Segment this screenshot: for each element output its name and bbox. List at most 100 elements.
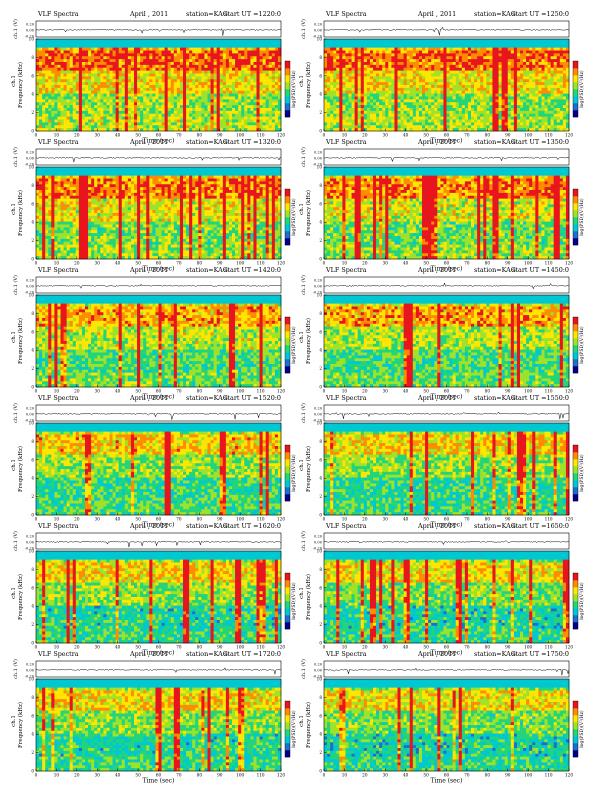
spectrogram-cell (116, 62, 119, 65)
spectrogram-cell (146, 39, 149, 42)
spectrogram-cell (327, 88, 330, 91)
spectrogram-cell (489, 120, 492, 123)
spectrogram-cell (538, 68, 541, 71)
spectrogram-cell (520, 56, 523, 59)
spectrogram-cell (505, 97, 508, 100)
spectrogram-cell (499, 68, 502, 71)
spectrogram-cell (45, 79, 48, 82)
spectrogram-cell (195, 45, 198, 48)
spectrogram-cell (241, 48, 244, 51)
spectrogram-cell (468, 76, 471, 79)
spectrogram-cell (263, 74, 266, 77)
spectrogram-cell (275, 111, 278, 114)
spectrogram-cell (480, 53, 483, 56)
spectrogram-cell (143, 59, 146, 62)
spectrogram-cell (450, 111, 453, 114)
spectrogram-cell (428, 94, 431, 97)
spectrogram-cell (563, 102, 566, 105)
spectrogram-cell (480, 114, 483, 117)
spectrogram-cell (125, 94, 128, 97)
spectrogram-cell (511, 85, 514, 88)
spectrogram-cell (198, 91, 201, 94)
spectrogram-cell (39, 105, 42, 108)
spectrogram-cell (551, 102, 554, 105)
spectrogram-cell (241, 42, 244, 45)
spectrogram-cell (272, 74, 275, 77)
spectrogram-cell (401, 45, 404, 48)
spectrogram-cell (54, 111, 57, 114)
spectrogram-cell (82, 125, 85, 128)
spectrogram-cell (523, 79, 526, 82)
spectrogram-cell (523, 82, 526, 85)
spectrogram-cell (42, 48, 45, 51)
spectrogram-cell (499, 111, 502, 114)
spectrogram-cell (195, 102, 198, 105)
spectrogram-cell (514, 51, 517, 54)
spectrogram-cell (385, 39, 388, 42)
spectrogram-cell (223, 65, 226, 68)
spectrogram-cell (327, 62, 330, 65)
spectrogram-cell (165, 62, 168, 65)
spectrogram-cell (220, 94, 223, 97)
spectrogram-cell (253, 76, 256, 79)
spectrogram-cell (137, 114, 140, 117)
spectrogram-cell (486, 68, 489, 71)
spectrogram-cell (492, 42, 495, 45)
spectrogram-cell (545, 108, 548, 111)
spectrogram-cell (229, 105, 232, 108)
spectrogram-cell (560, 45, 563, 48)
spectrogram-cell (113, 99, 116, 102)
spectrogram-cell (465, 53, 468, 56)
spectrogram-cell (257, 76, 260, 79)
spectrogram-cell (253, 91, 256, 94)
spectrogram-cell (64, 53, 67, 56)
spectrogram-cell (336, 39, 339, 42)
spectrogram-cell (352, 53, 355, 56)
spectrogram-cell (208, 111, 211, 114)
spectrogram-cell (201, 122, 204, 125)
spectrogram-cell (131, 59, 134, 62)
spectrogram-cell (554, 39, 557, 42)
spectrogram-cell (94, 99, 97, 102)
spectrogram-cell (471, 111, 474, 114)
spectrogram-cell (352, 88, 355, 91)
spectrogram-cell (407, 45, 410, 48)
spectrogram-cell (401, 108, 404, 111)
spectrogram-cell (324, 108, 327, 111)
spectrogram-cell (152, 42, 155, 45)
spectrogram-cell (394, 62, 397, 65)
spectrogram-cell (425, 108, 428, 111)
colorbar-segment (285, 75, 290, 82)
spectrogram-cell (106, 102, 109, 105)
spectrogram-cell (355, 53, 358, 56)
spectrogram-cell (511, 62, 514, 65)
spectrogram-cell (456, 102, 459, 105)
spectrogram-cell (416, 39, 419, 42)
spectrogram-cell (413, 111, 416, 114)
spectrogram-cell (529, 76, 532, 79)
spectrogram-cell (149, 76, 152, 79)
spectrogram-cell (211, 62, 214, 65)
spectrogram-cell (119, 45, 122, 48)
spectrogram-cell (131, 85, 134, 88)
spectrogram-cell (529, 94, 532, 97)
spectrogram-cell (496, 45, 499, 48)
spectrogram-cell (162, 59, 165, 62)
spectrogram-cell (189, 76, 192, 79)
spectrogram-cell (235, 117, 238, 120)
spectrogram-cell (263, 120, 266, 123)
spectrogram-cell (235, 62, 238, 65)
spectrogram-cell (453, 88, 456, 91)
spectrogram-cell (345, 99, 348, 102)
spectrogram-cell (244, 88, 247, 91)
spectrogram-cell (428, 117, 431, 120)
spectrogram-cell (554, 53, 557, 56)
spectrogram-cell (61, 53, 64, 56)
spectrogram-cell (511, 94, 514, 97)
spectrogram-cell (508, 111, 511, 114)
spectrogram-cell (486, 45, 489, 48)
spectrogram-cell (557, 51, 560, 54)
spectrogram-cell (116, 71, 119, 74)
spectrogram-cell (545, 114, 548, 117)
spectrogram-cell (195, 91, 198, 94)
